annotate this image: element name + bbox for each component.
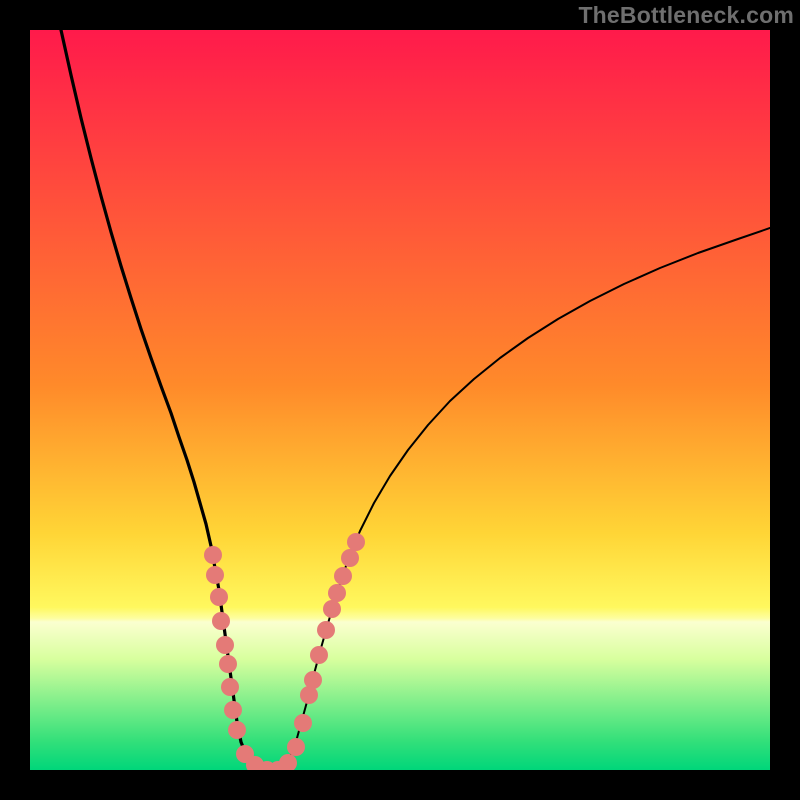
scatter-marker <box>328 584 346 602</box>
scatter-marker <box>212 612 230 630</box>
scatter-marker <box>347 533 365 551</box>
curve-svg <box>30 30 770 770</box>
scatter-marker <box>210 588 228 606</box>
scatter-marker <box>279 754 297 770</box>
scatter-marker <box>219 655 237 673</box>
scatter-marker <box>224 701 242 719</box>
watermark-text: TheBottleneck.com <box>578 2 794 29</box>
scatter-marker <box>221 678 239 696</box>
scatter-marker <box>206 566 224 584</box>
scatter-marker <box>294 714 312 732</box>
plot-area <box>30 30 770 770</box>
marker-group <box>204 533 365 770</box>
scatter-marker <box>317 621 335 639</box>
scatter-marker <box>304 671 322 689</box>
outer-frame: TheBottleneck.com <box>0 0 800 800</box>
scatter-marker <box>341 549 359 567</box>
scatter-marker <box>216 636 234 654</box>
scatter-marker <box>323 600 341 618</box>
scatter-marker <box>310 646 328 664</box>
curve-right <box>266 228 770 770</box>
scatter-marker <box>228 721 246 739</box>
scatter-marker <box>204 546 222 564</box>
scatter-marker <box>287 738 305 756</box>
scatter-marker <box>334 567 352 585</box>
